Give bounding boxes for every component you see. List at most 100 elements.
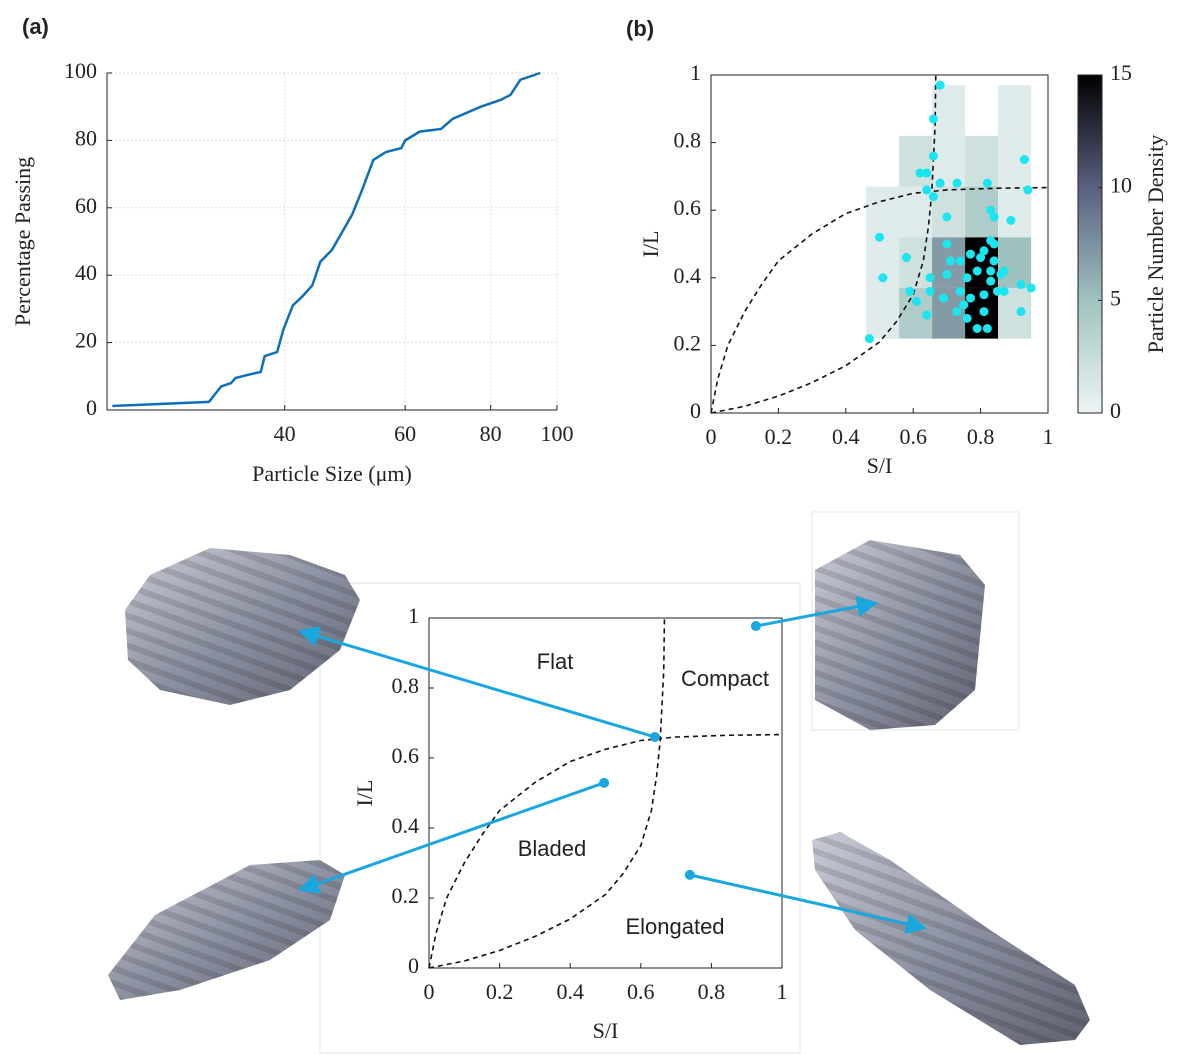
region-label: Flat — [537, 649, 574, 674]
x-tick-label: 0 — [706, 424, 717, 449]
x-tick-label: 0.4 — [556, 979, 584, 1004]
scatter-point — [922, 310, 931, 319]
heatmap-cell — [998, 237, 1031, 288]
axis-line — [107, 73, 557, 410]
colorbar — [1078, 75, 1102, 413]
scatter-point — [865, 334, 874, 343]
sample-point — [599, 778, 609, 788]
scatter-point — [1017, 280, 1026, 289]
sample-point — [650, 732, 660, 742]
panel-label: (b) — [626, 16, 654, 41]
x-tick-label: 0.6 — [627, 979, 655, 1004]
scatter-point — [973, 267, 982, 276]
scatter-point — [983, 324, 992, 333]
y-tick-label: 0 — [86, 395, 97, 420]
region-label: Compact — [681, 666, 769, 691]
y-tick-label: 0 — [690, 398, 701, 423]
scatter-point — [942, 240, 951, 249]
scatter-point — [986, 267, 995, 276]
y-tick-label: 0.4 — [392, 813, 420, 838]
scatter-point — [926, 273, 935, 282]
particle-flat — [125, 548, 360, 705]
x-axis-label: Particle Size (μm) — [252, 461, 412, 486]
scatter-point — [905, 287, 914, 296]
scatter-point — [990, 240, 999, 249]
y-tick-label: 0.6 — [392, 743, 420, 768]
scatter-point — [963, 314, 972, 323]
x-tick-label: 60 — [394, 421, 416, 446]
particle-compact — [815, 540, 985, 730]
heatmap-cell — [899, 136, 932, 187]
scatter-point — [875, 233, 884, 242]
scatter-point — [979, 307, 988, 316]
x-tick-label: 1 — [1043, 424, 1054, 449]
figure: 020406080100406080100Particle Size (μm)P… — [0, 0, 1177, 1055]
y-tick-label: 0.2 — [392, 883, 420, 908]
scatter-point — [1027, 283, 1036, 292]
y-tick-label: 20 — [75, 328, 97, 353]
scatter-point — [983, 179, 992, 188]
scatter-point — [939, 294, 948, 303]
x-tick-label: 0.2 — [765, 424, 793, 449]
x-tick-label: 0 — [424, 979, 435, 1004]
x-tick-label: 80 — [480, 421, 502, 446]
heatmap-cell — [998, 187, 1031, 238]
y-tick-label: 40 — [75, 260, 97, 285]
y-axis-label: I/L — [352, 780, 377, 807]
scatter-point — [946, 256, 955, 265]
colorbar-label: Particle Number Density — [1143, 135, 1168, 354]
heatmap-cell — [932, 136, 965, 187]
x-tick-label: 40 — [274, 421, 296, 446]
heatmap-cell — [965, 136, 998, 187]
scatter-point — [966, 294, 975, 303]
y-tick-label: 1 — [408, 603, 419, 628]
scatter-point — [926, 287, 935, 296]
sample-point — [751, 621, 761, 631]
scatter-point — [922, 185, 931, 194]
panel-label: (a) — [22, 14, 49, 39]
scatter-point — [1000, 287, 1009, 296]
colorbar-tick-label: 10 — [1110, 173, 1132, 198]
y-tick-label: 0 — [408, 953, 419, 978]
y-tick-label: 0.8 — [392, 673, 420, 698]
region-label: Elongated — [625, 914, 724, 939]
x-axis-label: S/I — [867, 453, 893, 478]
scatter-point — [986, 277, 995, 286]
scatter-point — [942, 212, 951, 221]
x-tick-label: 0.8 — [967, 424, 995, 449]
y-tick-label: 1 — [690, 60, 701, 85]
y-axis-label: Percentage Passing — [10, 157, 35, 326]
sample-point — [685, 870, 695, 880]
x-tick-label: 0.8 — [698, 979, 726, 1004]
x-tick-label: 0.4 — [832, 424, 860, 449]
scatter-point — [976, 253, 985, 262]
x-tick-label: 0.2 — [486, 979, 514, 1004]
scatter-point — [1000, 267, 1009, 276]
scatter-point — [936, 81, 945, 90]
scatter-point — [929, 192, 938, 201]
y-tick-label: 0.4 — [674, 263, 702, 288]
x-tick-label: 0.6 — [899, 424, 927, 449]
scatter-point — [1017, 307, 1026, 316]
scatter-point — [902, 253, 911, 262]
heatmap-cell — [998, 85, 1031, 136]
scatter-point — [936, 179, 945, 188]
heatmap-cell — [866, 288, 899, 339]
y-tick-label: 60 — [75, 193, 97, 218]
x-tick-label: 100 — [541, 421, 574, 446]
scatter-point — [929, 152, 938, 161]
scatter-point — [956, 256, 965, 265]
scatter-point — [959, 300, 968, 309]
scatter-point — [979, 290, 988, 299]
colorbar-tick-label: 0 — [1110, 398, 1121, 423]
scatter-point — [912, 297, 921, 306]
particle-elongated — [812, 832, 1090, 1045]
heatmap-cell — [866, 187, 899, 238]
scatter-point — [953, 179, 962, 188]
colorbar-tick-label: 15 — [1110, 60, 1132, 85]
y-axis-label: I/L — [638, 231, 663, 258]
x-tick-label: 1 — [777, 979, 788, 1004]
scatter-point — [942, 270, 951, 279]
y-tick-label: 80 — [75, 125, 97, 150]
heatmap-cell — [932, 85, 965, 136]
